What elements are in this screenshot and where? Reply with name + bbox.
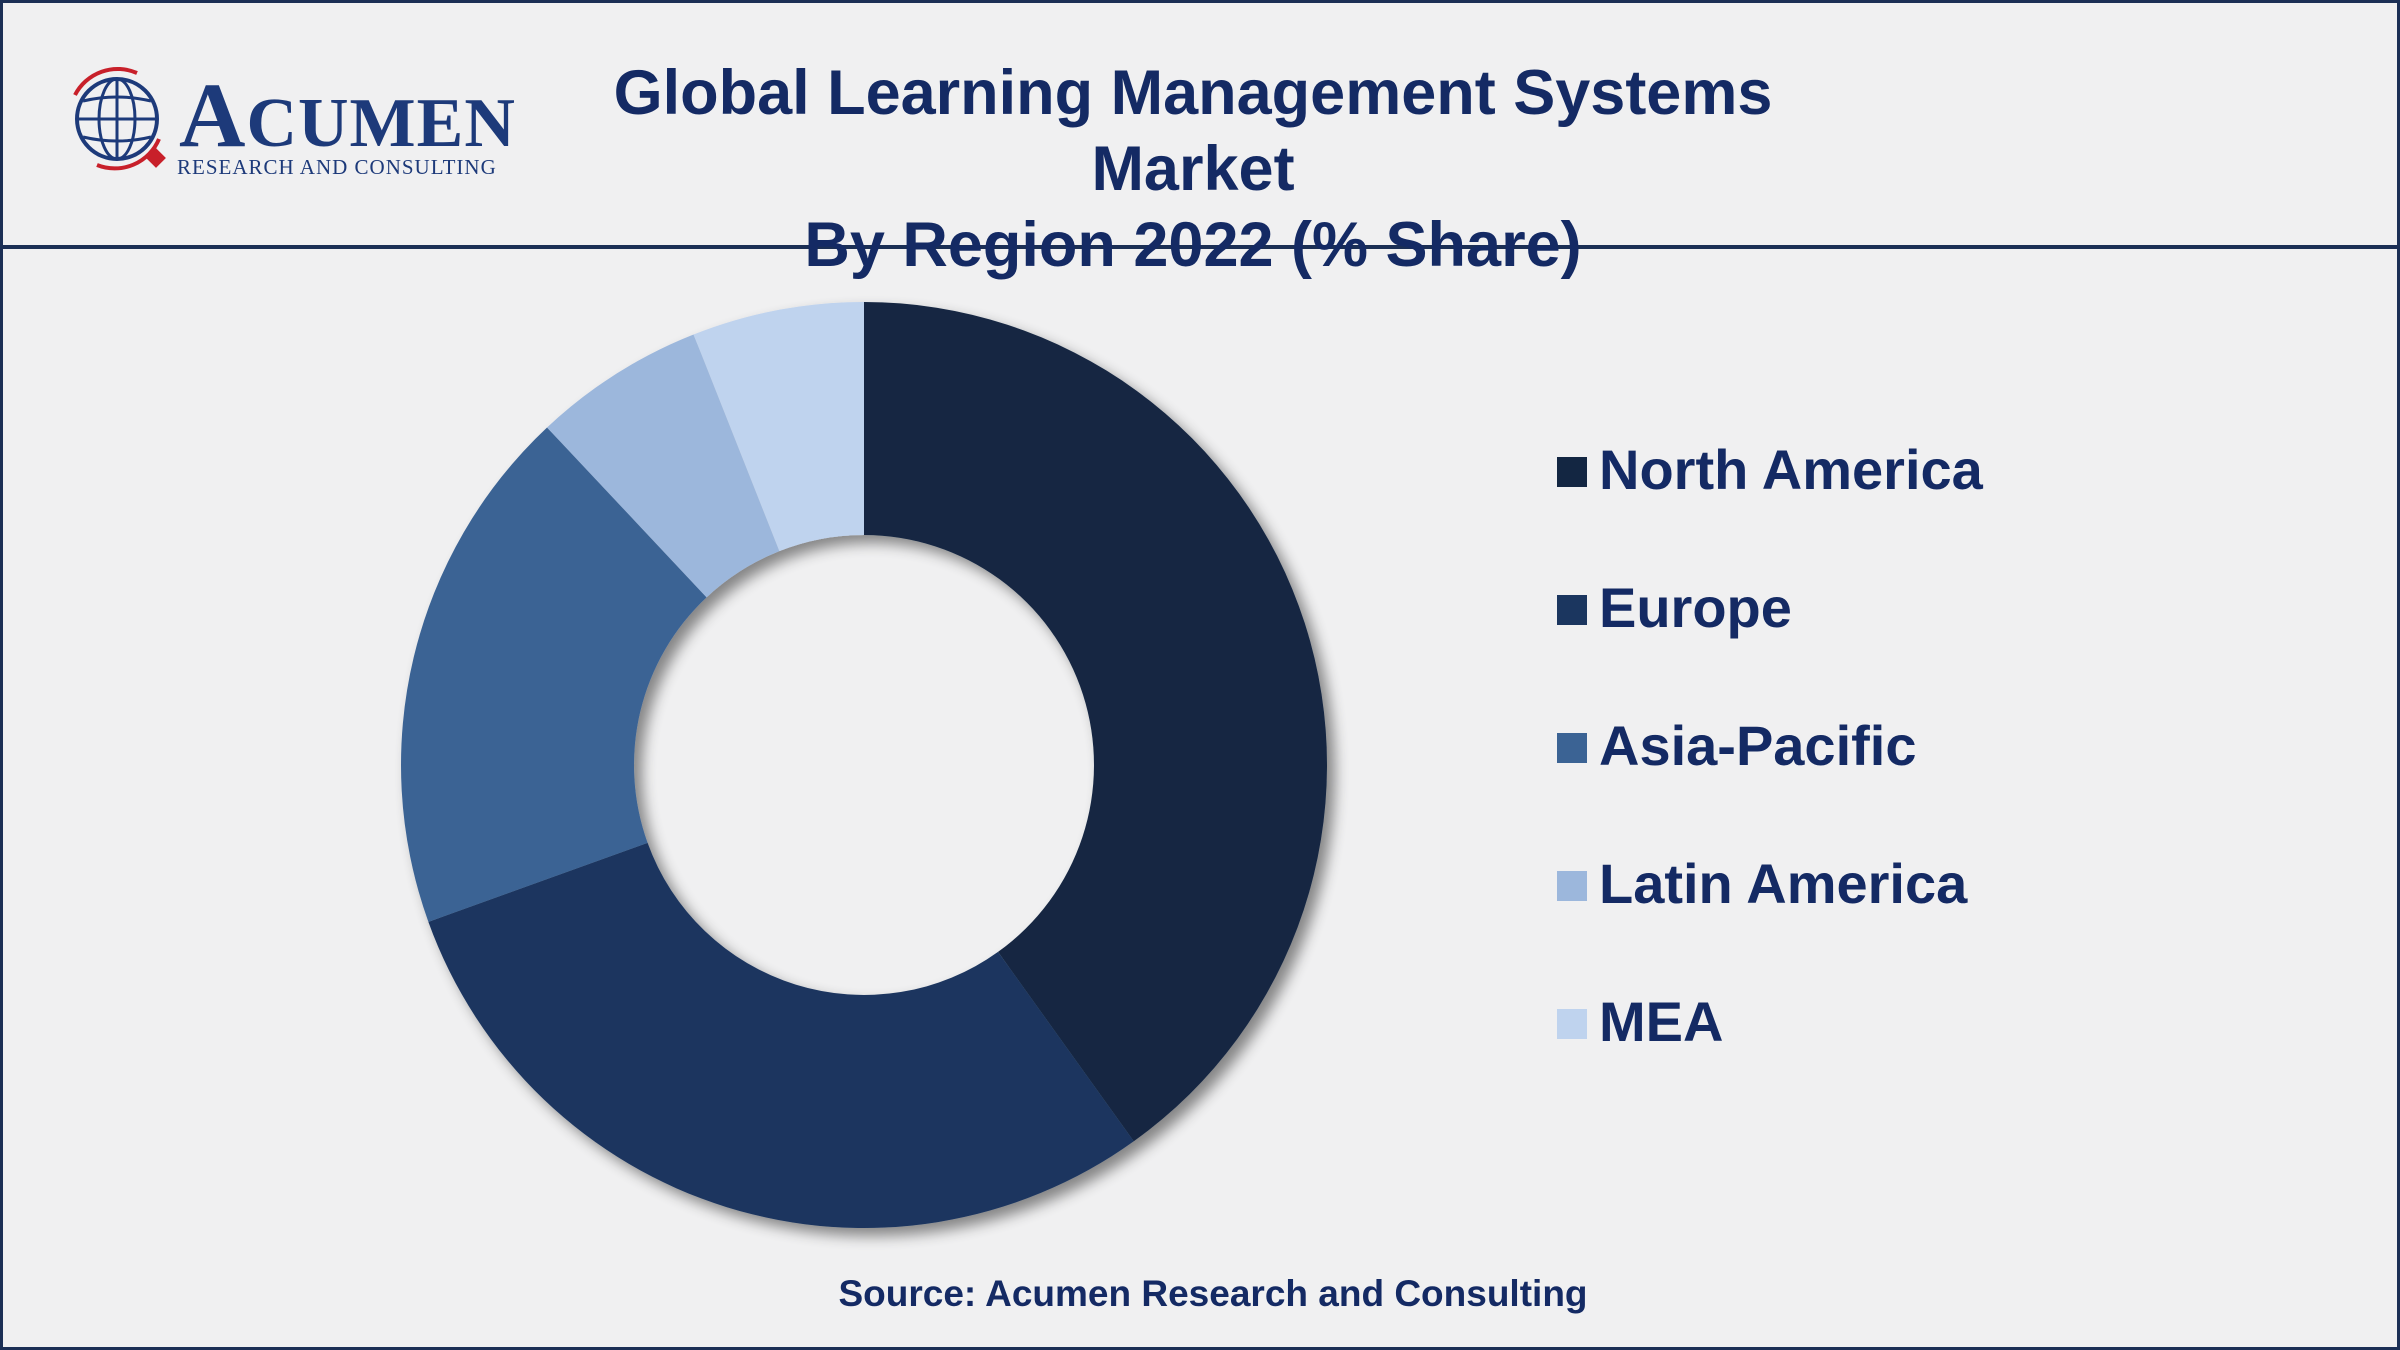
legend-label: North America — [1599, 438, 1983, 501]
slice-north-america — [864, 302, 1327, 1142]
slice-asia-pacific — [401, 427, 707, 922]
legend-label: Europe — [1599, 576, 1792, 639]
slice-europe — [428, 842, 1134, 1228]
legend-swatch — [1557, 595, 1587, 625]
slice-latin-america — [547, 334, 780, 598]
donut-slices — [401, 302, 1327, 1228]
slice-mea — [693, 302, 864, 552]
chart-title-line2: By Region 2022 (% Share) — [804, 210, 1582, 280]
globe-icon — [73, 67, 166, 171]
logo-tagline: RESEARCH AND CONSULTING — [177, 155, 497, 179]
acumen-logo: ACUMEN RESEARCH AND CONSULTING — [67, 65, 517, 185]
legend-swatch — [1557, 733, 1587, 763]
source-note: Source: Acumen Research and Consulting — [838, 1273, 1588, 1314]
logo-wordmark: ACUMEN — [179, 64, 516, 166]
legend-swatch — [1557, 1009, 1587, 1039]
legend-label: Asia-Pacific — [1599, 714, 1917, 777]
legend-swatch — [1557, 457, 1587, 487]
legend-swatch — [1557, 871, 1587, 901]
legend-label: Latin America — [1599, 852, 1968, 915]
chart-title-line1: Global Learning Management Systems Marke… — [613, 58, 1773, 204]
legend-label: MEA — [1599, 990, 1724, 1053]
header: ACUMEN RESEARCH AND CONSULTING Global Le… — [3, 3, 2397, 280]
chart-title: Global Learning Management Systems Marke… — [543, 55, 1843, 283]
donut-chart — [401, 302, 1327, 1228]
